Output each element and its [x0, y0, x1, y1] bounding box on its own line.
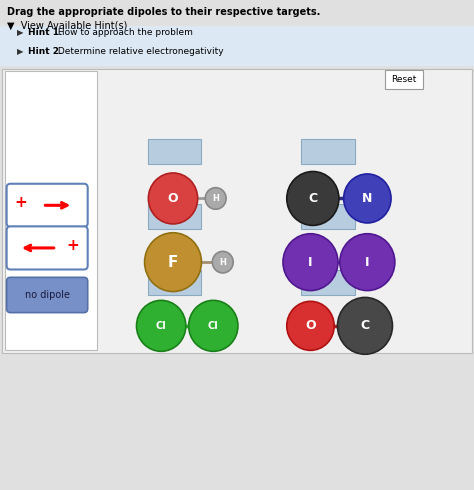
Circle shape	[340, 234, 395, 291]
Text: I: I	[365, 256, 370, 269]
Circle shape	[337, 297, 392, 354]
Text: O: O	[305, 319, 316, 332]
Text: ▶: ▶	[17, 28, 23, 37]
Circle shape	[205, 188, 226, 209]
FancyBboxPatch shape	[7, 226, 88, 270]
FancyBboxPatch shape	[2, 69, 472, 353]
Circle shape	[212, 251, 233, 273]
Text: H: H	[219, 258, 226, 267]
Circle shape	[344, 174, 391, 223]
Text: Reset: Reset	[392, 75, 417, 84]
Text: ▼  View Available Hint(s): ▼ View Available Hint(s)	[7, 21, 128, 30]
Text: N: N	[362, 192, 373, 205]
FancyBboxPatch shape	[385, 70, 423, 89]
FancyBboxPatch shape	[7, 184, 88, 227]
Circle shape	[287, 172, 339, 225]
Text: I: I	[308, 256, 313, 269]
FancyBboxPatch shape	[148, 270, 201, 295]
FancyBboxPatch shape	[0, 26, 474, 66]
Circle shape	[137, 300, 186, 351]
Text: +: +	[67, 238, 80, 253]
Circle shape	[145, 233, 201, 292]
Text: F: F	[168, 255, 178, 270]
FancyBboxPatch shape	[301, 204, 355, 229]
Text: Cl: Cl	[208, 321, 219, 331]
Circle shape	[148, 173, 198, 224]
FancyBboxPatch shape	[7, 277, 88, 313]
Text: no dipole: no dipole	[25, 290, 70, 300]
Text: C: C	[308, 192, 318, 205]
Text: H: H	[212, 194, 219, 203]
FancyBboxPatch shape	[301, 139, 355, 164]
Text: Cl: Cl	[156, 321, 166, 331]
Text: How to approach the problem: How to approach the problem	[55, 28, 192, 37]
FancyBboxPatch shape	[148, 204, 201, 229]
FancyBboxPatch shape	[148, 139, 201, 164]
Circle shape	[283, 234, 338, 291]
Text: Determine relative electronegativity: Determine relative electronegativity	[55, 47, 223, 55]
Circle shape	[287, 301, 334, 350]
Text: +: +	[15, 196, 27, 210]
Text: Drag the appropriate dipoles to their respective targets.: Drag the appropriate dipoles to their re…	[7, 7, 320, 17]
Text: O: O	[168, 192, 178, 205]
Text: C: C	[360, 319, 370, 332]
Text: Hint 1.: Hint 1.	[28, 28, 63, 37]
Text: ▶: ▶	[17, 47, 23, 55]
Circle shape	[189, 300, 238, 351]
FancyBboxPatch shape	[5, 71, 97, 350]
Text: Hint 2.: Hint 2.	[28, 47, 63, 55]
FancyBboxPatch shape	[301, 270, 355, 295]
